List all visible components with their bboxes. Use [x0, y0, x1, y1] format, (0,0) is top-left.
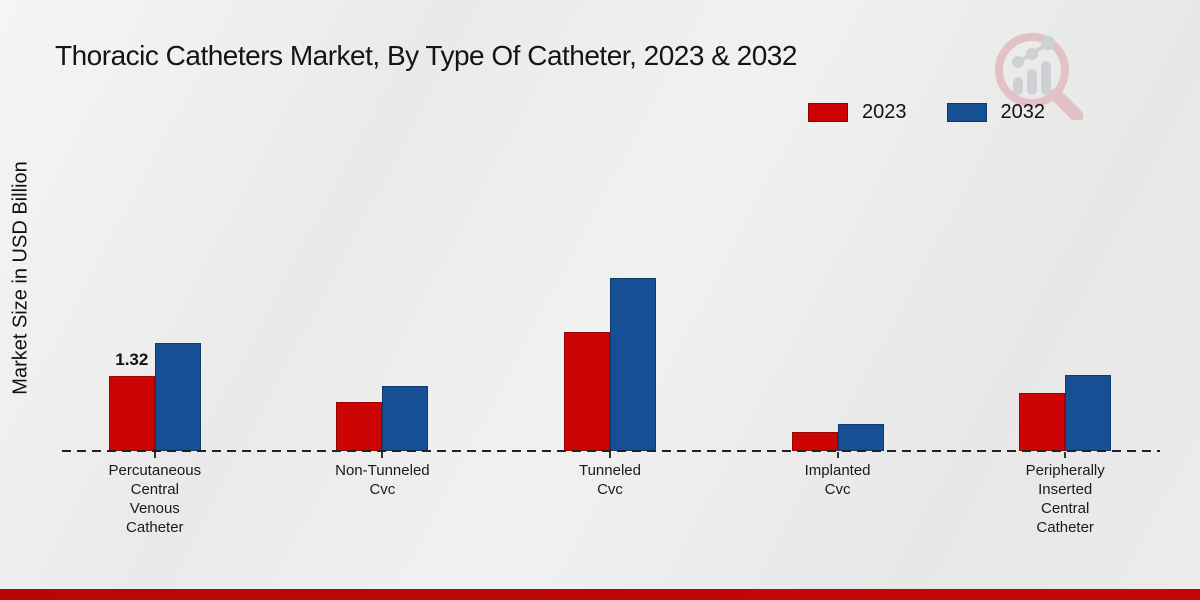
axis-tick-0	[153, 452, 156, 458]
tick-slot-1	[269, 452, 497, 458]
legend-swatch-2032	[946, 103, 987, 122]
legend-label-2032: 2032	[1000, 101, 1046, 123]
tick-slot-0	[41, 452, 269, 458]
bar-2032-2	[609, 277, 656, 451]
bar-group-1	[269, 386, 497, 451]
legend-item-2023: 2023	[808, 101, 907, 124]
axis-tick-1	[381, 452, 384, 458]
axis-tick-4	[1064, 452, 1067, 458]
plot-area: 1.32	[41, 0, 1179, 451]
bar-2023-4	[1019, 393, 1066, 451]
x-axis-baseline	[62, 450, 1160, 452]
category-label-4: Peripherally Inserted Central Catheter	[1025, 462, 1105, 536]
axis-tick-2	[608, 452, 611, 458]
bar-2032-1	[382, 386, 429, 451]
bar-2023-1	[336, 402, 383, 451]
bar-2032-0	[154, 343, 201, 451]
bar-2023-2	[563, 332, 610, 451]
tick-slot-3	[724, 452, 952, 458]
bar-group-2	[496, 277, 724, 451]
bar-group-3	[724, 423, 952, 451]
bar-2023-0: 1.32	[108, 350, 155, 451]
tick-slot-2	[496, 452, 724, 458]
tick-slot-4	[951, 452, 1179, 458]
legend-label-2023: 2023	[862, 101, 907, 123]
legend-swatch-2023	[808, 103, 848, 122]
bar-2032-4	[1065, 374, 1112, 451]
category-labels: Percutaneous Central Venous Catheter Non-Tun…	[41, 461, 1179, 537]
bar-value-label: 1.32	[115, 350, 149, 370]
legend: 2023 2032	[808, 101, 1045, 124]
bar-group-0: 1.32	[41, 343, 269, 451]
chart-title: Thoracic Catheters Market, By Type Of Ca…	[55, 40, 797, 71]
bar-group-4	[951, 374, 1179, 451]
tick-marks	[41, 452, 1179, 458]
category-label-2: Tunneled Cvc	[578, 462, 641, 498]
legend-item-2032: 2032	[946, 101, 1046, 124]
category-label-0: Percutaneous Central Venous Catheter	[108, 462, 202, 536]
y-axis-label: Market Size in USD Billion	[9, 161, 32, 395]
bar-2023-3	[791, 432, 838, 451]
category-label-1: Non-Tunneled Cvc	[335, 462, 430, 498]
bar-2032-3	[837, 423, 884, 451]
bottom-accent-bar	[0, 589, 1200, 600]
magnifier-chart-logo-icon	[982, 28, 1092, 123]
category-label-3: Implanted Cvc	[804, 462, 871, 498]
axis-tick-3	[836, 452, 839, 458]
